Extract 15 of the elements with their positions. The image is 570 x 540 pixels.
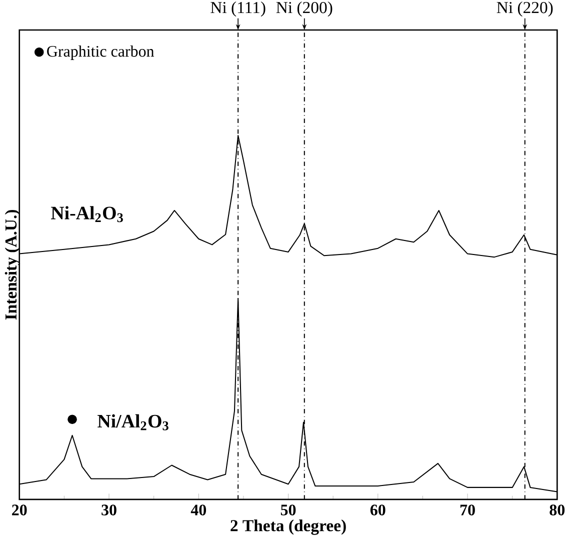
ref-line-label: Ni (220) (496, 2, 553, 17)
series-label: Ni/Al$_{2}$O$_{3}$ (98, 414, 168, 430)
y-axis-title: Intensity (A.U.) (4, 210, 20, 320)
x-tick-label: 40 (190, 504, 206, 516)
x-tick-label: 70 (460, 504, 475, 516)
x-tick-label: 50 (280, 504, 296, 516)
x-tick-label: 60 (370, 504, 386, 516)
ref-line-label: Ni (111) (210, 2, 266, 17)
ref-line-label: Ni (200) (276, 2, 332, 17)
x-axis-title: 2 Theta (degree) (230, 520, 346, 535)
x-tick-label: 20 (12, 504, 27, 516)
x-tick-label: 80 (550, 504, 565, 516)
series-label: Ni-Al$_{2}$O$_{3}$ (51, 206, 123, 222)
legend-label: Graphitic carbon (47, 46, 154, 60)
x-tick-label: 30 (102, 504, 116, 516)
